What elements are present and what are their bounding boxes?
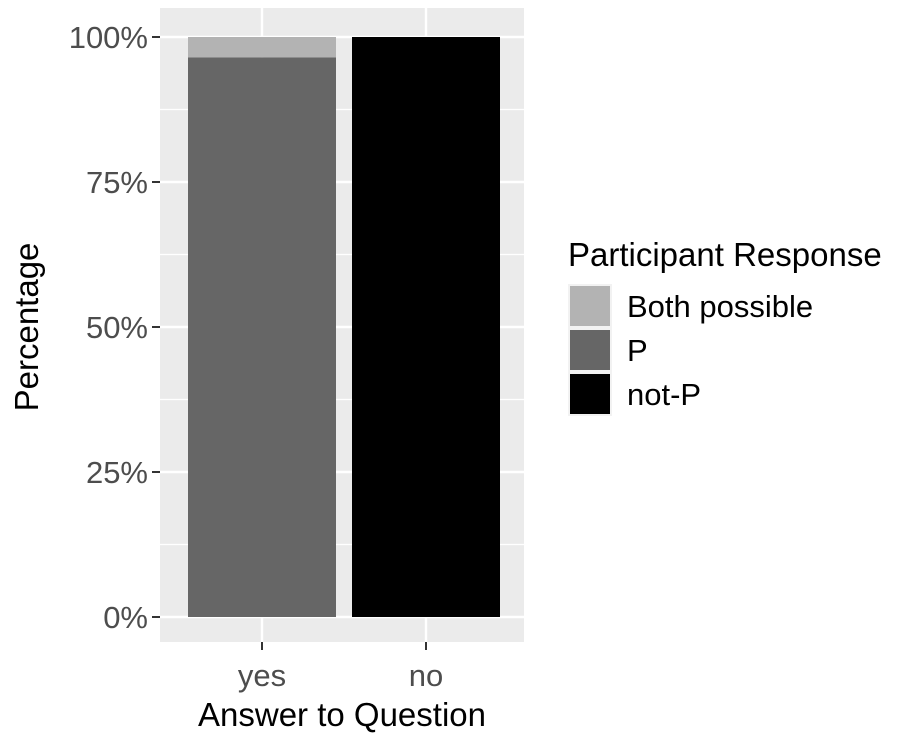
x-tick-label: no	[409, 658, 443, 693]
y-tick-label: 0%	[103, 600, 148, 635]
x-tick-label: yes	[238, 658, 286, 693]
y-tick-label: 50%	[86, 310, 148, 345]
bar-no-not-p	[352, 37, 500, 617]
legend-swatch	[570, 286, 610, 326]
bar-yes-p	[188, 57, 336, 618]
legend-label: P	[627, 333, 648, 368]
legend-swatch	[570, 374, 610, 414]
y-tick-label: 75%	[86, 165, 148, 200]
x-axis-title: Answer to Question	[198, 696, 486, 733]
legend-label: Both possible	[627, 289, 813, 324]
y-tick-label: 100%	[69, 20, 148, 55]
y-axis-title: Percentage	[8, 243, 45, 412]
y-tick-label: 25%	[86, 455, 148, 490]
y-axis: 0% 25% 50% 75% 100%	[69, 20, 160, 635]
legend-swatch	[570, 330, 610, 370]
bar-yes-both-possible	[188, 37, 336, 58]
legend-label: not-P	[627, 377, 701, 412]
x-axis: yes no	[238, 642, 443, 693]
legend-title: Participant Response	[568, 236, 882, 273]
bars	[188, 37, 500, 618]
